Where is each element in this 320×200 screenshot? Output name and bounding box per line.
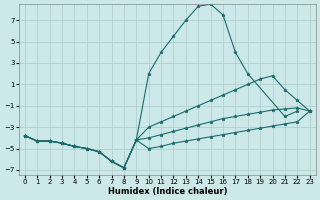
- X-axis label: Humidex (Indice chaleur): Humidex (Indice chaleur): [108, 187, 227, 196]
